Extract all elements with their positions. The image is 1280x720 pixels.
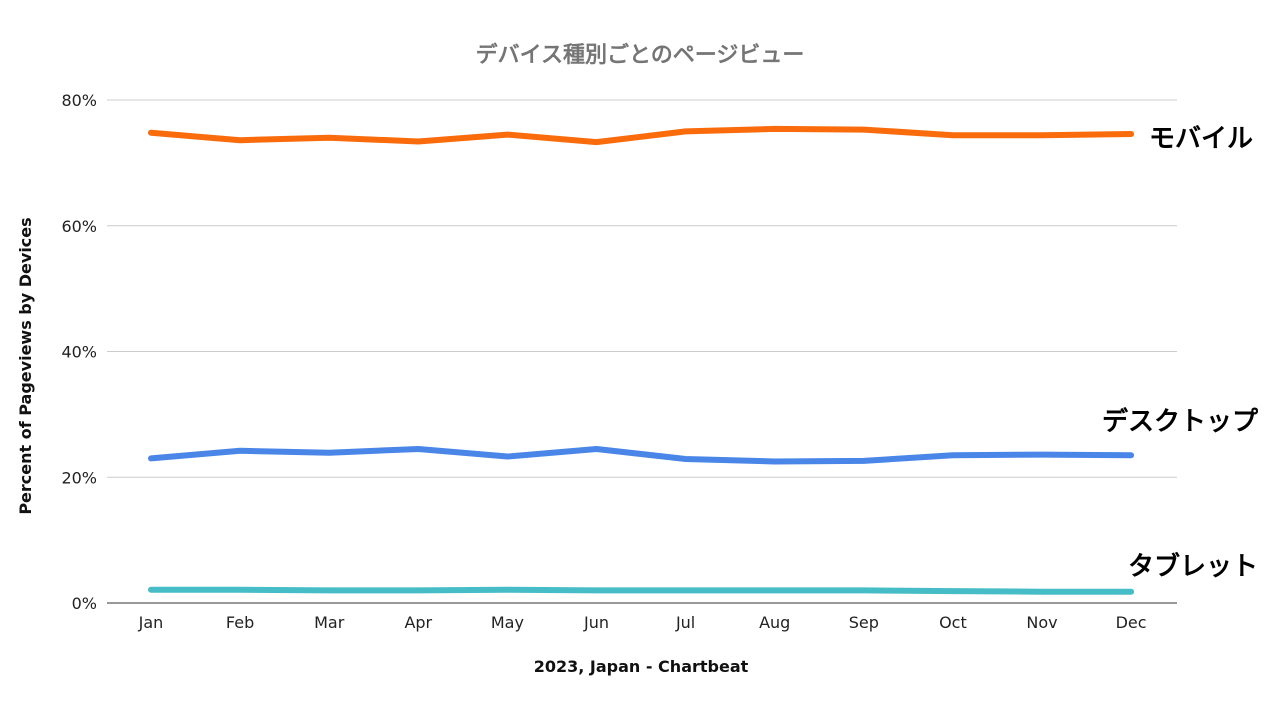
gridlines bbox=[107, 99, 1177, 604]
x-tick-label: Sep bbox=[849, 613, 879, 632]
x-tick-label: Mar bbox=[314, 613, 345, 632]
x-axis-ticks: Jan Feb Mar Apr May Jun Jul Aug Sep Oct Nov Dec bbox=[138, 613, 1147, 632]
y-tick-label: 40% bbox=[61, 343, 97, 362]
x-tick-label: May bbox=[491, 613, 524, 632]
y-tick-label: 80% bbox=[61, 91, 97, 110]
x-axis-title: 2023, Japan - Chartbeat bbox=[534, 657, 749, 676]
x-tick-label: Jan bbox=[138, 613, 164, 632]
x-tick-label: Nov bbox=[1026, 613, 1057, 632]
series-line bbox=[148, 446, 1135, 465]
x-tick-label: Oct bbox=[939, 613, 967, 632]
x-tick-label: Aug bbox=[759, 613, 790, 632]
chart-title: デバイス種別ごとのページビュー bbox=[476, 42, 805, 68]
x-tick-label: Jul bbox=[675, 613, 695, 632]
series-line bbox=[148, 125, 1135, 146]
series-label: タブレット bbox=[1128, 551, 1258, 582]
series-label: デスクトップ bbox=[1102, 406, 1259, 437]
x-tick-label: Dec bbox=[1116, 613, 1147, 632]
x-tick-label: Apr bbox=[404, 613, 432, 632]
y-tick-label: 0% bbox=[72, 594, 97, 613]
series-line bbox=[148, 586, 1135, 595]
y-axis-ticks: 0% 20% 40% 60% 80% bbox=[61, 91, 97, 613]
y-axis-title: Percent of Pageviews by Devices bbox=[16, 217, 35, 514]
y-tick-label: 60% bbox=[61, 217, 97, 236]
x-tick-label: Jun bbox=[583, 613, 609, 632]
series-lines bbox=[148, 125, 1135, 595]
series-label: モバイル bbox=[1149, 124, 1253, 154]
x-tick-label: Feb bbox=[226, 613, 254, 632]
y-tick-label: 20% bbox=[61, 468, 97, 487]
